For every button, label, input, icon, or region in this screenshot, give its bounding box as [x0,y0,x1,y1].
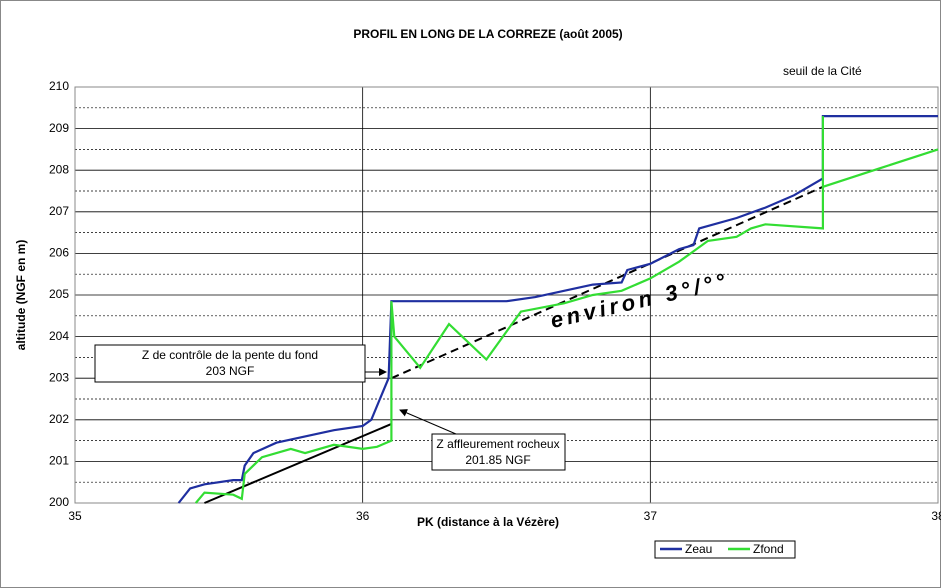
y-tick-label: 208 [49,162,69,176]
legend-label: Zfond [753,542,784,556]
annotation-text: Z affleurement rocheux [436,437,559,451]
annotation-arrow [399,409,457,435]
series-line [177,115,938,504]
y-tick-label: 201 [49,454,69,468]
x-tick-label: 38 [931,509,941,523]
y-tick-label: 202 [49,412,69,426]
plot-area: 200 201 202 203 204 205 206 207 208 209 210 35 36 37 3… [49,79,941,523]
y-tick-label: 210 [49,79,69,93]
x-axis-label: PK (distance à la Vézère) [417,515,559,529]
legend-items: Zeau Zfond [660,542,784,556]
x-tick-label: 36 [356,509,370,523]
x-tick-label: 35 [68,509,82,523]
weir-annotation: seuil de la Cité [783,64,862,78]
x-tick-label: 37 [644,509,658,523]
y-tick-label: 207 [49,204,69,218]
plot-border [74,86,939,504]
annotation-text: 203 NGF [206,364,255,378]
annotation-text: Z de contrôle de la pente du fond [142,348,318,362]
y-tick-label: 204 [49,329,69,343]
y-tick-label: 200 [49,495,69,509]
y-tick-label: 206 [49,246,69,260]
y-tick-label: 205 [49,287,69,301]
annotation-box [94,344,366,383]
annotation-text: 201.85 NGF [465,453,530,467]
legend [654,540,796,559]
chart-title: PROFIL EN LONG DE LA CORREZE (août 2005) [353,27,622,41]
reference-line [204,423,392,504]
y-tick-label: 203 [49,370,69,384]
y-axis-label: altitude (NGF en m) [14,240,28,351]
legend-label: Zeau [685,542,712,556]
series-line [194,116,939,504]
y-tick-label: 209 [49,121,69,135]
annotation-box [431,433,566,471]
